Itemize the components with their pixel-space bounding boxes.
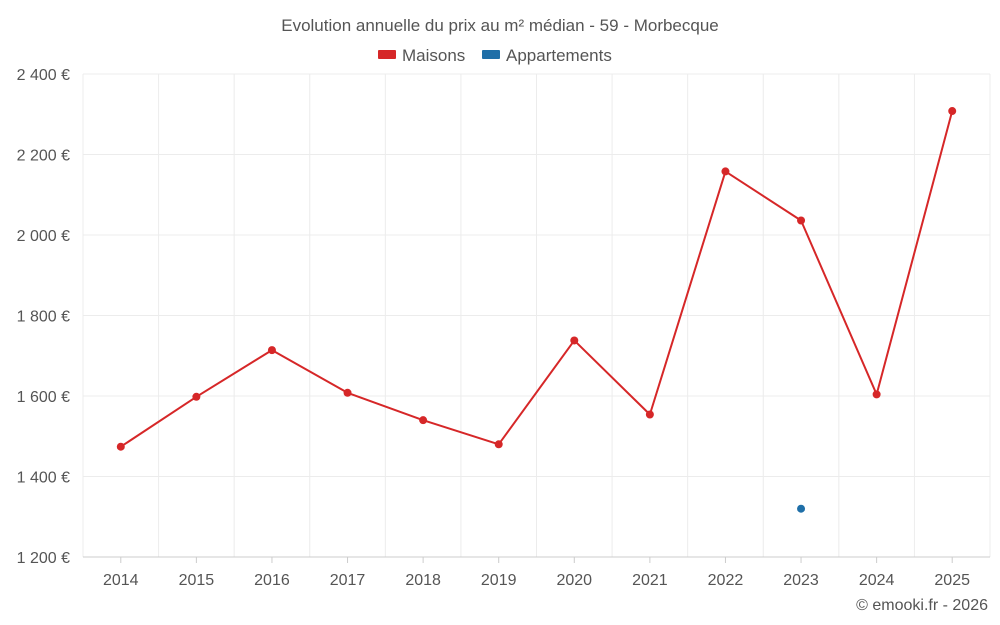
data-point-maisons[interactable] bbox=[645, 410, 654, 419]
data-point-maisons[interactable] bbox=[343, 388, 352, 397]
y-tick-label: 1 200 € bbox=[17, 550, 70, 567]
data-point-maisons[interactable] bbox=[267, 346, 276, 355]
x-tick-label: 2020 bbox=[556, 572, 592, 589]
x-tick-label: 2023 bbox=[783, 572, 819, 589]
data-point-maisons[interactable] bbox=[116, 442, 125, 451]
data-point-maisons[interactable] bbox=[872, 390, 881, 399]
legend-swatch-appartements bbox=[482, 50, 500, 59]
x-tick-label: 2024 bbox=[859, 572, 895, 589]
data-point-maisons[interactable] bbox=[797, 216, 806, 225]
x-tick-label: 2025 bbox=[934, 572, 970, 589]
y-tick-label: 1 600 € bbox=[17, 389, 70, 406]
y-tick-label: 2 400 € bbox=[17, 67, 70, 84]
series-line-maisons bbox=[120, 110, 954, 448]
data-point-maisons[interactable] bbox=[419, 416, 428, 425]
series-maisons bbox=[116, 107, 957, 451]
legend-item-appartements[interactable]: Appartements bbox=[482, 46, 612, 65]
y-axis: 1 200 € 1 400 € 1 600 € 1 800 € 2 000 € 2 200… bbox=[17, 67, 70, 567]
y-tick-label: 2 200 € bbox=[17, 148, 70, 165]
gridlines bbox=[82, 73, 991, 558]
data-point-maisons[interactable] bbox=[494, 440, 503, 449]
data-point-maisons[interactable] bbox=[570, 336, 579, 345]
data-point-appartements[interactable] bbox=[797, 504, 806, 513]
legend-item-maisons[interactable]: Maisons bbox=[378, 46, 465, 65]
y-tick-label: 1 400 € bbox=[17, 470, 70, 487]
legend-swatch-maisons bbox=[378, 50, 396, 59]
x-tick-label: 2022 bbox=[708, 572, 744, 589]
x-tick-label: 2018 bbox=[405, 572, 441, 589]
x-tick-label: 2016 bbox=[254, 572, 290, 589]
x-tick-label: 2019 bbox=[481, 572, 517, 589]
x-axis: 2014 2015 2016 2017 2018 2019 2020 2021 2022 2023… bbox=[83, 556, 990, 589]
data-point-maisons[interactable] bbox=[948, 107, 957, 116]
series-appartements bbox=[797, 504, 806, 513]
legend-label-maisons: Maisons bbox=[402, 46, 465, 65]
x-tick-label: 2021 bbox=[632, 572, 668, 589]
x-tick-label: 2014 bbox=[103, 572, 139, 589]
data-point-maisons[interactable] bbox=[192, 392, 201, 401]
y-tick-label: 1 800 € bbox=[17, 309, 70, 326]
x-tick-label: 2015 bbox=[179, 572, 215, 589]
legend[interactable]: Maisons Appartements bbox=[378, 46, 612, 65]
x-tick-label: 2017 bbox=[330, 572, 366, 589]
chart-title: Evolution annuelle du prix au m² médian … bbox=[281, 16, 719, 35]
data-point-maisons[interactable] bbox=[721, 167, 730, 176]
legend-label-appartements: Appartements bbox=[506, 46, 612, 65]
y-tick-label: 2 000 € bbox=[17, 228, 70, 245]
credit-text: © emooki.fr - 2026 bbox=[856, 597, 988, 614]
series bbox=[116, 107, 957, 513]
